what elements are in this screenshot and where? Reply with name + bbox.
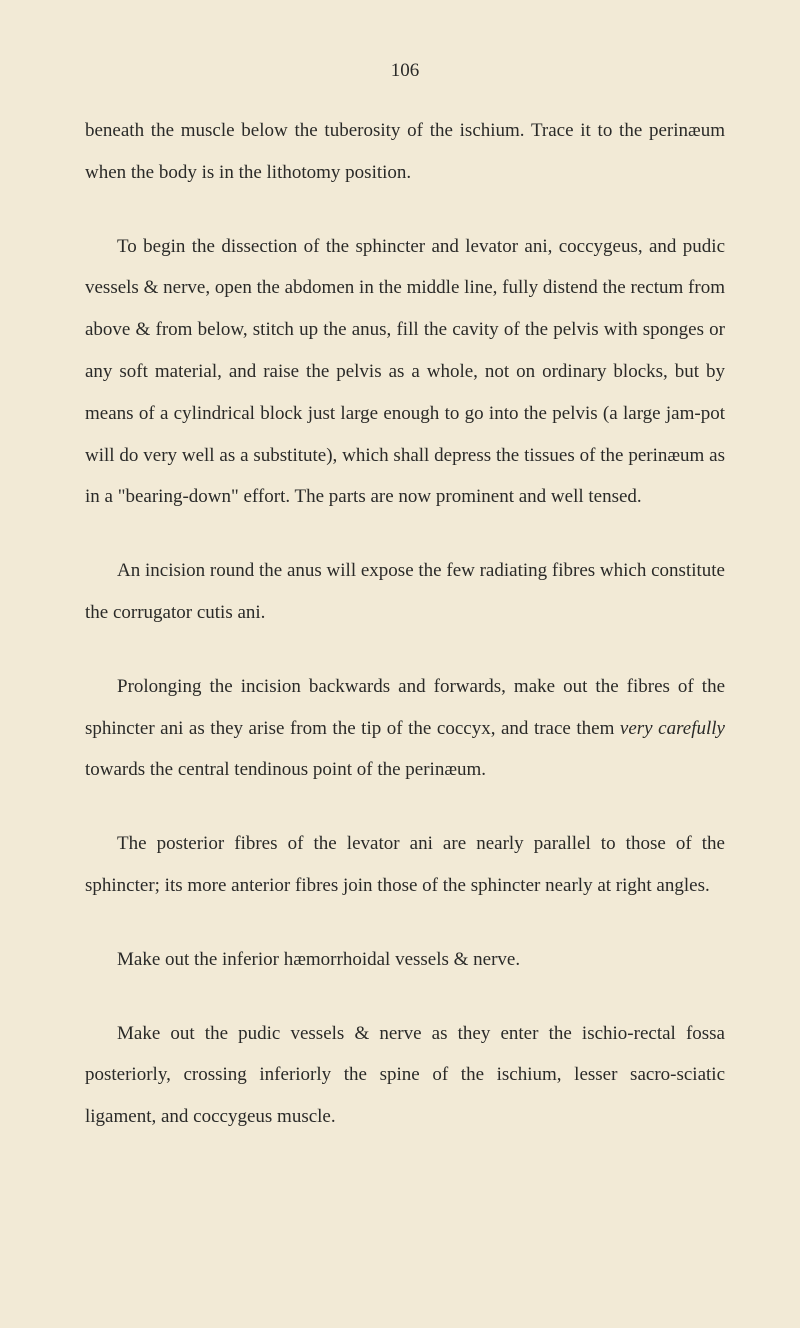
- paragraph-4-part2: towards the central tendinous point of t…: [85, 759, 486, 780]
- paragraph-2: To begin the dissection of the sphincter…: [85, 226, 725, 519]
- paragraph-1: beneath the muscle below the tuberosity …: [85, 110, 725, 194]
- paragraph-6: Make out the inferior hæmorrhoidal vesse…: [85, 939, 725, 981]
- paragraph-4-italic: very carefully: [620, 718, 725, 739]
- paragraph-7: Make out the pudic vessels & nerve as th…: [85, 1013, 725, 1138]
- paragraph-4: Prolonging the incision backwards and fo…: [85, 666, 725, 791]
- paragraph-3: An incision round the anus will expose t…: [85, 550, 725, 634]
- page-number: 106: [85, 60, 725, 82]
- paragraph-5: The posterior fibres of the levator ani …: [85, 823, 725, 907]
